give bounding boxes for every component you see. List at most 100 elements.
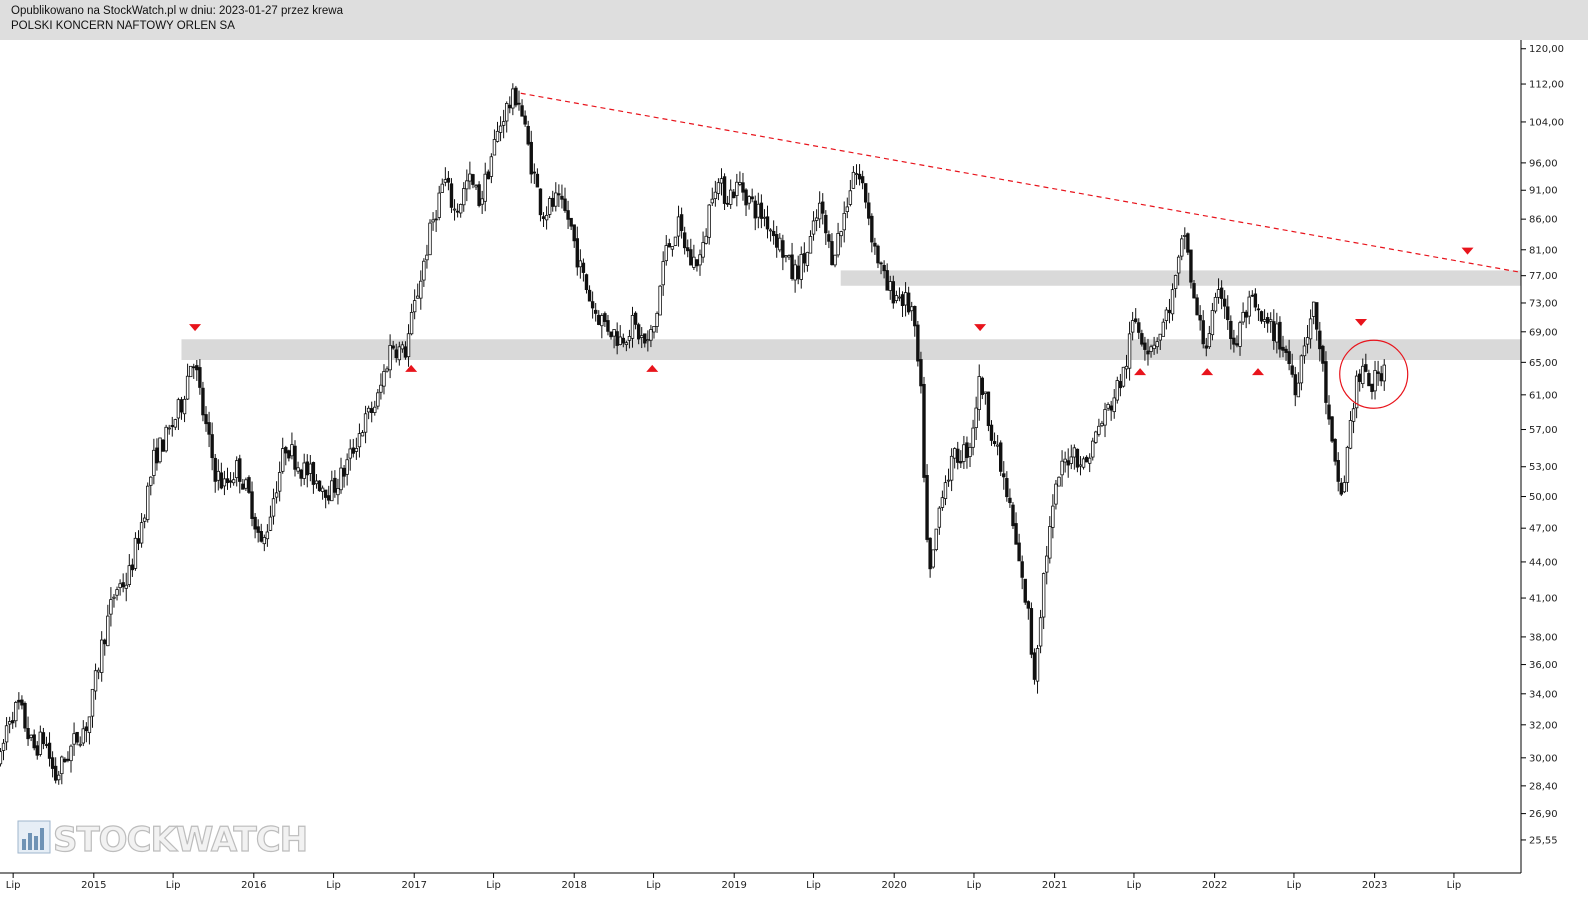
candle xyxy=(646,330,650,352)
instrument-name: POLSKI KONCERN NAFTOWY ORLEN SA xyxy=(11,20,235,32)
candle xyxy=(167,424,171,435)
candle xyxy=(293,440,297,477)
candle xyxy=(14,700,18,728)
candle xyxy=(376,389,380,410)
candle xyxy=(557,184,561,208)
candlesticks xyxy=(0,83,1386,785)
marker-down-triangle-icon xyxy=(189,324,202,332)
candle xyxy=(873,237,877,255)
marker-up-triangle-icon xyxy=(1134,368,1147,376)
time-tick-label: 2022 xyxy=(1202,880,1227,891)
candle xyxy=(7,716,12,734)
candle xyxy=(498,116,503,142)
candle xyxy=(879,261,883,275)
candle xyxy=(974,396,978,441)
candle xyxy=(640,327,644,349)
candle xyxy=(247,475,251,494)
candle xyxy=(1032,648,1037,685)
candle xyxy=(1048,516,1052,564)
candle xyxy=(1186,232,1190,256)
candle xyxy=(618,325,622,346)
candle xyxy=(900,291,905,318)
candle xyxy=(728,179,733,209)
time-tick-label: 2019 xyxy=(721,880,746,891)
candle xyxy=(474,184,478,190)
candle xyxy=(606,314,610,336)
candle xyxy=(1210,302,1215,341)
candle xyxy=(535,168,540,188)
candle xyxy=(1161,318,1166,337)
price-tick-label: 86,00 xyxy=(1529,215,1558,226)
candle xyxy=(277,461,282,502)
candle xyxy=(1361,358,1365,389)
candle xyxy=(891,275,896,309)
candle xyxy=(544,206,549,230)
candle xyxy=(75,731,79,746)
candle xyxy=(225,467,230,490)
candle xyxy=(1075,448,1080,473)
candle xyxy=(302,453,306,486)
candle xyxy=(1137,318,1141,340)
candle xyxy=(716,178,721,201)
candle xyxy=(652,326,656,339)
price-chart: STOCKWATCH 120,00 112,00 104,00 96,00 91,00 8… xyxy=(0,40,1588,903)
candle xyxy=(778,233,782,253)
candle xyxy=(940,490,945,511)
candle xyxy=(1207,325,1212,349)
candle xyxy=(170,416,174,437)
candle xyxy=(854,164,859,185)
candle xyxy=(198,359,202,395)
candle xyxy=(658,284,662,316)
candle xyxy=(968,442,972,468)
candle xyxy=(96,667,101,680)
price-tick-label: 120,00 xyxy=(1529,44,1564,55)
candle xyxy=(69,744,73,773)
candle xyxy=(1290,353,1294,378)
candle xyxy=(379,373,383,400)
candle xyxy=(1281,335,1285,358)
candle xyxy=(983,391,988,405)
candle xyxy=(1293,366,1297,407)
candle xyxy=(511,83,515,116)
candle xyxy=(1045,545,1049,585)
candle xyxy=(1216,278,1221,304)
candle xyxy=(710,187,714,206)
candle xyxy=(765,205,770,239)
candle xyxy=(888,275,892,300)
candle xyxy=(434,209,438,232)
candle xyxy=(20,695,24,710)
candle xyxy=(115,586,119,601)
candle xyxy=(388,334,392,379)
candle xyxy=(882,260,886,279)
candle xyxy=(299,468,303,487)
candle xyxy=(188,365,193,378)
candle xyxy=(185,363,190,401)
candle xyxy=(830,233,834,266)
candle xyxy=(802,242,807,273)
candle xyxy=(1124,354,1129,379)
candle xyxy=(179,396,184,420)
candle xyxy=(845,197,849,219)
candle xyxy=(449,178,454,213)
candle xyxy=(1017,533,1021,562)
candle xyxy=(1275,312,1279,354)
candle xyxy=(354,437,359,460)
candle xyxy=(1060,450,1064,487)
candle xyxy=(1256,304,1261,321)
candle xyxy=(867,192,871,226)
candle xyxy=(53,757,58,784)
candle xyxy=(173,418,178,431)
candle xyxy=(32,729,36,751)
candle xyxy=(1109,400,1113,421)
candle xyxy=(391,340,395,350)
candle xyxy=(876,244,880,269)
candle xyxy=(600,313,604,339)
candle xyxy=(1379,365,1383,387)
candle xyxy=(1146,338,1150,366)
candle xyxy=(1357,369,1362,392)
candle xyxy=(824,210,828,245)
candle xyxy=(1002,461,1006,490)
candle xyxy=(152,438,156,485)
candle xyxy=(811,211,816,241)
candle xyxy=(1296,372,1301,398)
